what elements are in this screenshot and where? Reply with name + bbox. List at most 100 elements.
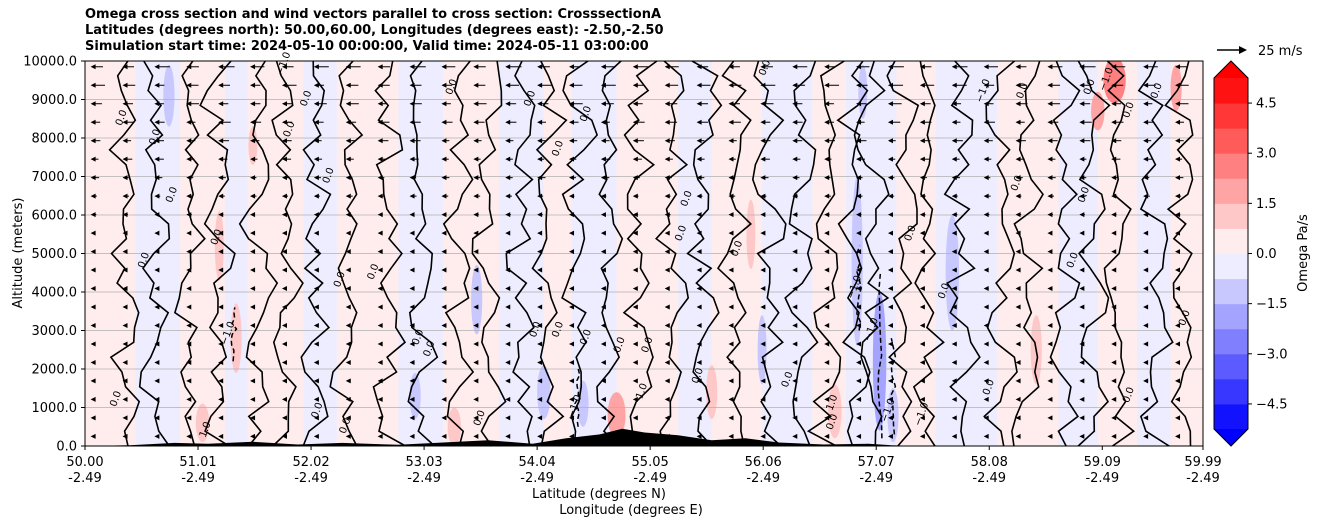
- wind-vector-head: [537, 286, 543, 292]
- wind-vector-head: [1047, 341, 1053, 347]
- wind-vector-head: [951, 138, 957, 144]
- wind-vector-head: [218, 119, 224, 125]
- wind-vector-head: [856, 175, 862, 181]
- wind-vector-head: [1015, 249, 1021, 255]
- wind-vector-head: [505, 286, 511, 292]
- wind-vector-head: [90, 249, 96, 255]
- wind-vector-head: [505, 193, 511, 199]
- wind-vector-head: [90, 101, 96, 107]
- wind-vector-head: [473, 433, 479, 439]
- wind-vector-head: [1175, 415, 1181, 421]
- x-tick-label-lat: 50.00: [66, 455, 103, 470]
- wind-vector-head: [569, 230, 575, 236]
- wind-vector-head: [281, 304, 287, 310]
- wind-vector-head: [600, 286, 606, 292]
- y-tick-label: 9000.0: [32, 93, 78, 108]
- wind-vector-head: [887, 230, 893, 236]
- contour-label: 0.0: [1121, 386, 1137, 405]
- wind-vector-head: [983, 267, 989, 273]
- omega-cell: [746, 199, 756, 269]
- colorbar-segment: [1214, 403, 1248, 430]
- wind-vector-head: [250, 378, 256, 384]
- wind-vector-head: [760, 212, 766, 218]
- wind-vector-head: [1143, 212, 1149, 218]
- zero-contour: [1103, 61, 1136, 446]
- contour-label: 0.0: [780, 370, 796, 389]
- wind-vector-head: [856, 101, 862, 107]
- wind-vector-head: [728, 212, 734, 218]
- wind-vector-head: [505, 119, 511, 125]
- x-tick-label-lon: -2.49: [1085, 471, 1119, 486]
- wind-vector-head: [409, 101, 415, 107]
- wind-vector-head: [887, 138, 893, 144]
- wind-vector-head: [1079, 156, 1085, 162]
- wind-vector-head: [760, 64, 766, 70]
- wind-vector-head: [919, 64, 925, 70]
- wind-vector-head: [760, 322, 766, 328]
- wind-vector-head: [983, 286, 989, 292]
- wind-vector-head: [1175, 286, 1181, 292]
- wind-vector-head: [1143, 415, 1149, 421]
- wind-vector-head: [600, 193, 606, 199]
- wind-vector-head: [90, 304, 96, 310]
- wind-vector-head: [696, 378, 702, 384]
- wind-vector-head: [409, 267, 415, 273]
- wind-vector-head: [792, 267, 798, 273]
- wind-vector-head: [760, 82, 766, 88]
- wind-vector-head: [1015, 230, 1021, 236]
- wind-vector-head: [919, 304, 925, 310]
- wind-vector-head: [856, 193, 862, 199]
- wind-vector-head: [856, 378, 862, 384]
- wind-vector-head: [983, 101, 989, 107]
- wind-vector-head: [473, 304, 479, 310]
- y-tick-label: 1000.0: [32, 401, 78, 416]
- wind-vector-head: [664, 249, 670, 255]
- wind-vector-head: [377, 64, 383, 70]
- wind-vector-head: [250, 322, 256, 328]
- wind-vector-head: [409, 304, 415, 310]
- wind-vector-head: [250, 175, 256, 181]
- wind-vector-head: [824, 230, 830, 236]
- colorbar-tick-label: −1.5: [1256, 297, 1288, 312]
- wind-vector-head: [792, 304, 798, 310]
- wind-vector-head: [887, 341, 893, 347]
- wind-vector-head: [505, 249, 511, 255]
- wind-vector-head: [951, 304, 957, 310]
- wind-vector-head: [218, 175, 224, 181]
- wind-vector-head: [887, 212, 893, 218]
- wind-vector-head: [537, 175, 543, 181]
- wind-vector-head: [951, 433, 957, 439]
- wind-vector-head: [569, 415, 575, 421]
- wind-vector-head: [1079, 175, 1085, 181]
- wind-vector-head: [281, 415, 287, 421]
- wind-vector-head: [441, 101, 447, 107]
- x-axis: 50.00-2.4951.01-2.4952.02-2.4953.03-2.49…: [66, 446, 1222, 486]
- wind-vector-head: [250, 193, 256, 199]
- wind-vector-head: [696, 175, 702, 181]
- contour-label: 0.0: [578, 105, 594, 124]
- title-line-3: Simulation start time: 2024-05-10 00:00:…: [85, 39, 649, 54]
- wind-vector-head: [441, 156, 447, 162]
- wind-vector-head: [186, 341, 192, 347]
- wind-vector-head: [409, 230, 415, 236]
- wind-vector-head: [856, 304, 862, 310]
- contour-label: 0.0: [164, 186, 180, 205]
- wind-vector-head: [473, 82, 479, 88]
- wind-vector-head: [824, 175, 830, 181]
- wind-vector-head: [664, 304, 670, 310]
- wind-vector-head: [1047, 119, 1053, 125]
- negative-contour: [855, 245, 862, 331]
- wind-vector-head: [345, 101, 351, 107]
- wind-vector-head: [951, 64, 957, 70]
- wind-vector-head: [154, 249, 160, 255]
- wind-vector-head: [1175, 175, 1181, 181]
- wind-vector-head: [760, 378, 766, 384]
- wind-vector-head: [887, 64, 893, 70]
- wind-vector-head: [1079, 101, 1085, 107]
- wind-vector-head: [218, 193, 224, 199]
- wind-vector-head: [505, 415, 511, 421]
- zero-contour: [442, 61, 475, 446]
- wind-vector-head: [696, 119, 702, 125]
- wind-vector-head: [1143, 341, 1149, 347]
- zero-contour: [300, 61, 332, 446]
